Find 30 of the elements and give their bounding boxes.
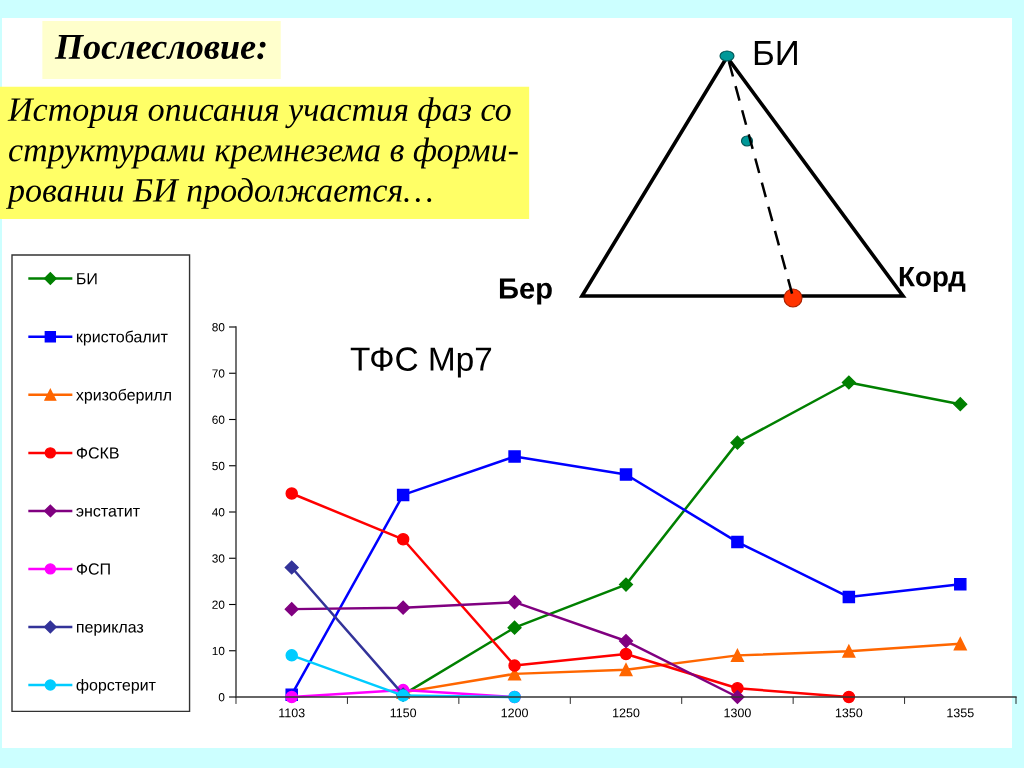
- legend-label: периклаз: [77, 623, 144, 636]
- text: Послесловие:: [54, 35, 266, 60]
- x-tick-label: 1350: [835, 708, 863, 718]
- text: ТФС Мр7: [350, 347, 492, 378]
- x-tick-label: 1355: [947, 708, 974, 718]
- x-tick-label: 1250: [613, 708, 640, 718]
- legend-label: ФСКВ: [76, 447, 119, 459]
- legend-label: форстерит: [76, 678, 156, 694]
- text: БИ: [754, 41, 797, 65]
- y-tick-label: 40: [212, 508, 225, 517]
- y-tick-label: 80: [212, 323, 225, 332]
- legend-label: энстатит: [76, 507, 140, 517]
- y-tick-label: 10: [212, 646, 225, 656]
- y-tick-label: 30: [212, 554, 225, 563]
- y-tick-label: 60: [212, 415, 225, 424]
- x-tick-label: 1103: [279, 708, 305, 718]
- y-tick-label: 50: [212, 461, 225, 471]
- text: Бер: [499, 278, 552, 305]
- x-tick-label: 1200: [501, 708, 528, 718]
- y-tick-label: 0: [218, 693, 225, 702]
- legend-label: ФСП: [76, 563, 110, 575]
- y-tick-label: 70: [212, 369, 225, 378]
- text: История описания участия фаз со структурами кремнезема в форми- ровании БИ продолжается…: [6, 97, 518, 209]
- y-tick-label: 20: [212, 600, 225, 609]
- legend-label: кристобалит: [76, 330, 168, 346]
- legend-label: БИ: [77, 273, 97, 285]
- text: Корд: [899, 267, 966, 292]
- x-tick-label: 1300: [724, 708, 751, 718]
- x-tick-label: 1150: [390, 708, 417, 718]
- legend-label: хризоберилл: [76, 388, 171, 404]
